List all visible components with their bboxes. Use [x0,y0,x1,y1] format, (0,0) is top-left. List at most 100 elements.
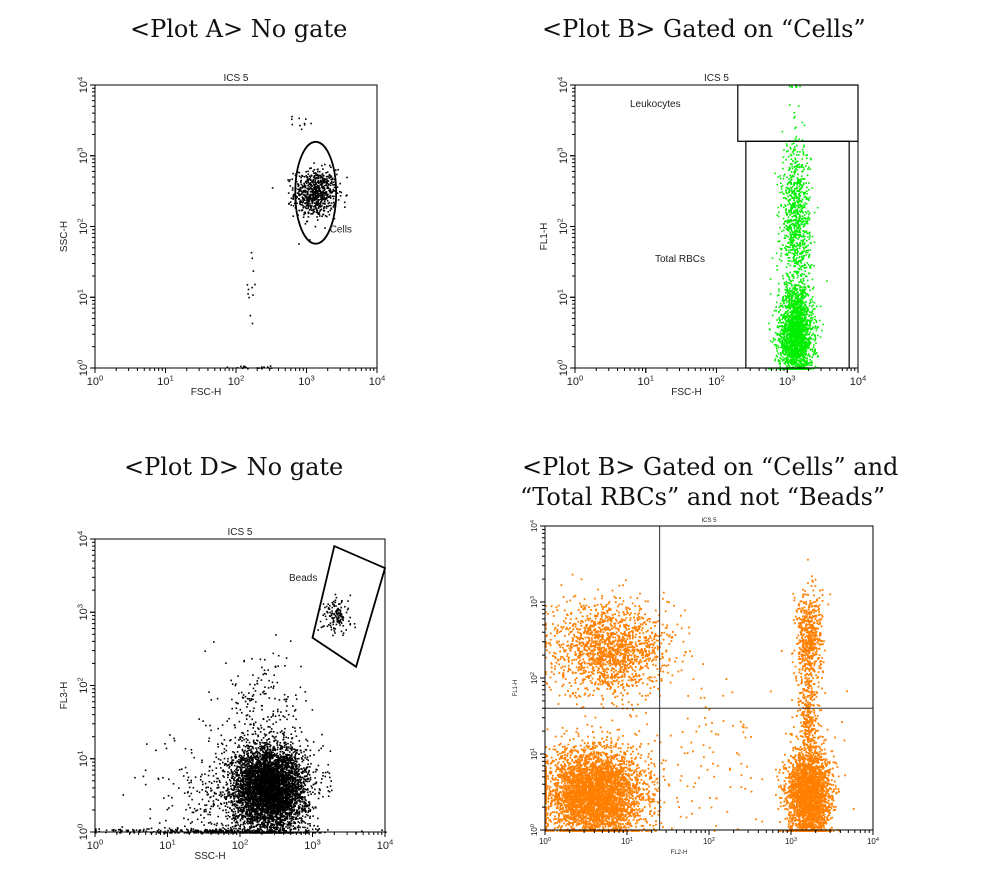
data-point [795,245,797,248]
data-point [788,246,790,248]
data-point [310,193,312,196]
data-point [808,355,811,357]
data-point [315,182,318,184]
data-point [296,811,299,813]
data-point [797,359,799,362]
data-point [809,168,812,170]
data-point [808,319,810,322]
data-point [799,301,801,303]
data-point [307,207,309,209]
data-points [226,115,348,370]
data-point [796,318,799,321]
data-point [802,328,804,330]
data-point [789,146,792,149]
data-point [809,265,812,267]
data-point [789,311,791,313]
data-point [314,180,317,182]
data-point [793,205,795,208]
data-point [328,213,331,216]
data-point [240,768,243,771]
data-point [801,251,804,254]
data-point [332,181,335,184]
data-point [796,230,799,232]
data-point [802,324,804,326]
data-point [305,220,308,223]
gate-label-cells: Cells [330,225,352,236]
data-point [790,345,793,347]
data-point [792,306,794,309]
data-point [299,817,301,819]
data-point [330,192,333,194]
data-point [787,182,790,184]
data-point [804,345,806,347]
data-point [329,190,331,192]
data-point [813,351,816,354]
data-point [240,780,242,783]
data-point [795,323,797,326]
data-point [780,204,782,206]
data-point [788,359,791,362]
data-point [781,352,784,354]
data-point [284,749,287,751]
data-point [319,203,322,205]
data-point [314,183,317,186]
data-point [776,333,779,336]
data-point [793,265,796,268]
data-point [291,778,293,780]
data-point [803,205,806,207]
data-point [322,168,324,170]
data-point [290,754,292,757]
data-point [811,350,814,353]
data-point [794,270,796,273]
data-point [805,197,808,199]
data-point [333,201,335,204]
caption-plot-b: <Plot B> Gated on “Cells” [542,15,866,43]
data-point [782,349,784,351]
data-point [306,177,309,179]
data-point [799,368,801,370]
data-point [302,200,305,203]
data-point [307,198,309,201]
data-point [808,217,811,219]
data-point [785,290,788,292]
data-point [805,154,807,157]
data-point [806,157,808,160]
data-point [252,758,254,760]
data-point [800,178,802,181]
data-point [309,203,311,205]
x-axis-label: FSC-H [191,387,222,398]
data-point [778,290,780,293]
data-point [287,179,289,181]
data-point [796,272,798,275]
data-point [804,342,806,345]
data-point [327,205,329,208]
data-point [800,184,802,186]
data-point [787,242,790,244]
data-point [319,187,321,190]
data-point [790,182,792,184]
data-point [805,311,808,314]
data-point [805,212,808,215]
data-point [304,223,307,225]
data-point [265,810,268,813]
data-point [307,187,309,190]
data-point [780,358,783,360]
data-point [796,323,799,326]
data-point [788,191,790,194]
data-point [794,307,796,310]
data-point [240,806,243,809]
data-point [801,337,803,339]
data-point [796,345,799,347]
data-point [807,210,809,213]
data-point [781,191,783,193]
data-point [806,331,809,333]
data-point [324,227,326,229]
data-point [313,197,316,200]
data-point [777,339,780,342]
data-point [318,205,321,208]
data-point [797,231,799,234]
data-point [802,212,804,214]
data-point [802,309,805,312]
data-point [307,196,309,199]
data-point [769,278,772,280]
